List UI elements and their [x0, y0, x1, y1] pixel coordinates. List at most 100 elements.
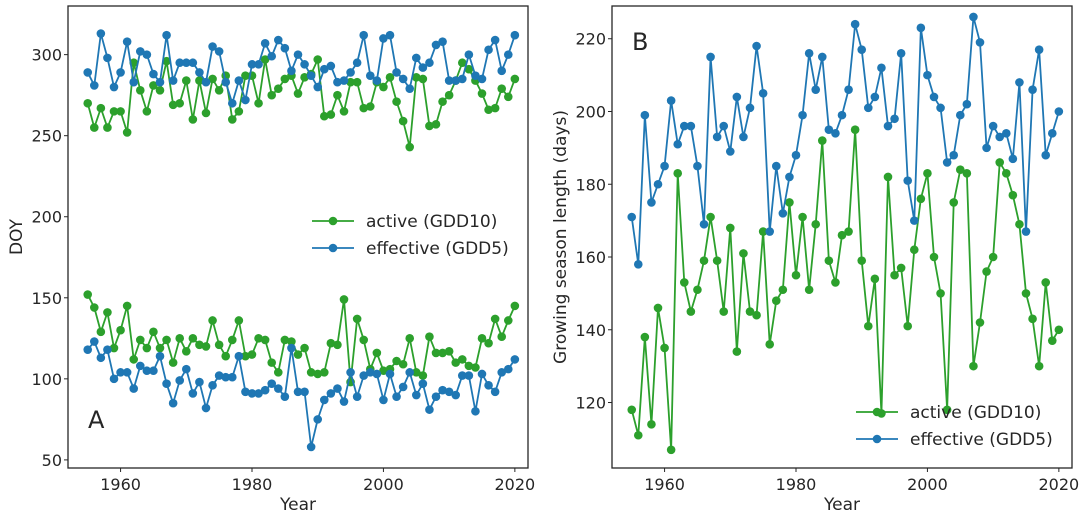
data-point: [785, 172, 794, 182]
data-point: [227, 335, 237, 345]
data-point: [955, 110, 965, 120]
data-point: [1041, 150, 1051, 160]
data-point: [719, 307, 729, 316]
data-point: [352, 77, 362, 87]
data-point: [103, 345, 112, 354]
data-point: [896, 48, 906, 58]
data-point: [168, 358, 178, 367]
data-point: [109, 343, 119, 353]
data-point: [732, 347, 742, 356]
data-point: [365, 368, 375, 377]
data-point: [96, 327, 106, 337]
data-point: [824, 125, 834, 134]
data-point: [503, 316, 513, 325]
data-point: [791, 270, 801, 280]
data-point: [758, 89, 768, 98]
data-point: [352, 392, 362, 401]
y-axis-label: DOY: [7, 218, 27, 255]
data-point: [195, 68, 204, 77]
data-point: [122, 301, 132, 311]
data-point: [181, 364, 191, 374]
data-point: [273, 84, 283, 93]
data-point: [405, 84, 415, 93]
data-point: [96, 29, 106, 38]
data-point: [418, 371, 428, 380]
data-point: [949, 198, 959, 207]
data-point: [346, 368, 355, 377]
data-point: [817, 136, 827, 145]
series-effective-start: [83, 337, 520, 452]
x-tick-label: 2000: [907, 475, 948, 494]
legend-label: active (GDD10): [366, 212, 497, 232]
data-point: [214, 340, 224, 350]
data-point: [267, 90, 277, 100]
data-point: [425, 121, 434, 131]
data-point: [916, 23, 926, 33]
data-point: [254, 60, 263, 69]
data-point: [1021, 289, 1031, 298]
data-point: [201, 108, 211, 118]
data-point: [431, 348, 441, 358]
series-effective: [627, 12, 1064, 269]
data-point: [706, 212, 715, 222]
data-point: [962, 99, 972, 109]
data-point: [339, 295, 349, 304]
data-point: [837, 110, 847, 120]
data-point: [234, 76, 244, 85]
data-point: [411, 390, 421, 400]
data-point: [791, 150, 801, 160]
data-point: [313, 369, 323, 379]
data-point: [103, 308, 112, 317]
data-point: [96, 103, 106, 113]
data-point: [969, 12, 978, 22]
data-point: [962, 169, 972, 178]
plot-frame: [67, 5, 529, 469]
data-point: [392, 356, 401, 366]
data-point: [890, 114, 899, 124]
data-point: [162, 56, 171, 66]
data-point: [510, 74, 520, 84]
data-point: [633, 430, 643, 440]
data-point: [471, 71, 480, 81]
data-point: [214, 371, 224, 380]
data-point: [975, 38, 985, 47]
legend-label: effective (GDD5): [910, 430, 1053, 450]
data-point: [942, 405, 952, 415]
legend-marker: [328, 243, 338, 253]
data-point: [175, 376, 185, 385]
data-point: [824, 256, 834, 265]
data-point: [142, 50, 152, 59]
data-point: [503, 364, 513, 374]
data-point: [359, 335, 369, 345]
series-effective-end: [83, 29, 520, 108]
data-point: [752, 310, 761, 320]
data-point: [155, 77, 165, 87]
data-point: [771, 296, 781, 305]
data-point: [175, 98, 185, 108]
legend-marker: [328, 216, 338, 226]
data-point: [444, 346, 454, 356]
y-tick-label: 250: [31, 127, 62, 146]
data-point: [686, 121, 696, 131]
data-point: [745, 307, 755, 316]
data-point: [352, 58, 362, 68]
data-point: [837, 230, 847, 240]
data-point: [850, 125, 860, 134]
data-point: [844, 85, 853, 94]
data-point: [181, 346, 191, 356]
data-point: [477, 334, 487, 343]
data-point: [732, 92, 742, 102]
data-point: [457, 74, 467, 84]
data-point: [418, 63, 428, 72]
data-point: [365, 102, 375, 111]
data-point: [267, 51, 277, 61]
data-point: [135, 335, 145, 345]
data-point: [89, 81, 99, 90]
data-point: [438, 97, 447, 106]
data-point: [923, 70, 932, 80]
data-point: [679, 121, 689, 131]
data-point: [510, 301, 520, 311]
data-point: [982, 143, 991, 153]
data-point: [706, 52, 715, 62]
data-point: [510, 30, 520, 40]
